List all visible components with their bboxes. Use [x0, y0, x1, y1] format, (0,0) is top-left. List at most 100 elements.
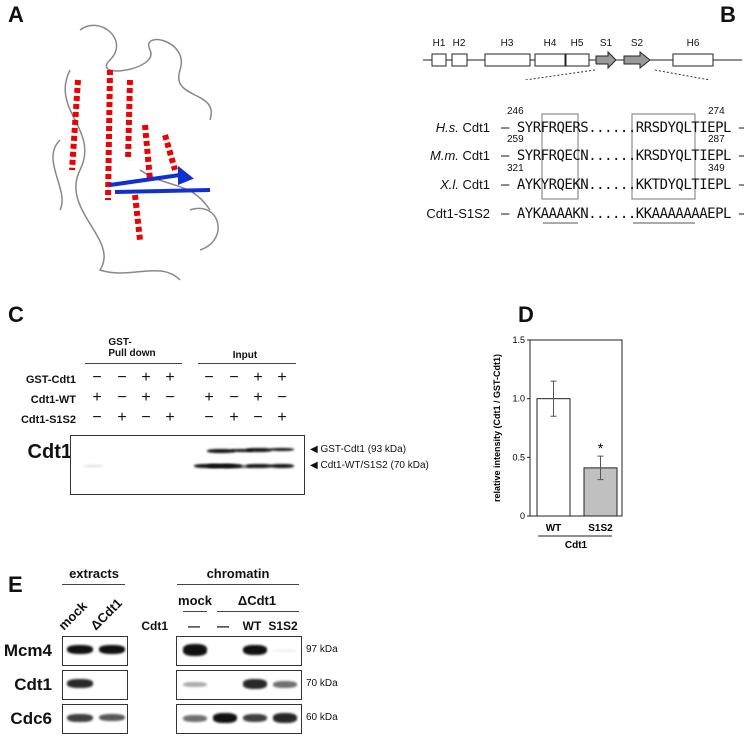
condition-mark: − [229, 369, 239, 386]
x-tick-label: WT [546, 523, 562, 534]
error-bar [550, 380, 557, 417]
chromatin-blot [176, 636, 302, 666]
condition-mark: + [165, 409, 175, 426]
x-axis-label: Cdt1 [565, 540, 588, 551]
start-residue: 246 [507, 106, 524, 117]
blot-row-label: Cdt1 [14, 675, 52, 694]
end-residue: 274 [708, 106, 725, 117]
condition-mark: − [92, 369, 102, 386]
end-residue: 287 [708, 134, 725, 145]
panel-label-a: A [8, 2, 24, 27]
panel-label-d: D [518, 302, 534, 327]
domain-label: H6 [686, 38, 700, 49]
condition-mark: + [229, 409, 239, 426]
species-label: H.s. Cdt1 [435, 120, 490, 135]
plot-frame [529, 339, 623, 517]
condition-mark: − [117, 389, 127, 406]
condition-mark: − [277, 389, 287, 406]
sequence: — AYKYRQEKN......KKTDYQLTIEPL — [501, 177, 744, 193]
addback-value: WT [242, 619, 262, 633]
sequence: — AYKAAAAKN......KKAAAAAAAEPL — [501, 206, 744, 222]
y-tick-label: 0 [520, 511, 525, 521]
start-residue: 259 [507, 134, 524, 145]
condition-mark: + [92, 389, 102, 406]
condition-mark: + [141, 389, 151, 406]
chromatin-title: chromatin [206, 566, 270, 581]
condition-mark: + [253, 389, 263, 406]
sequence: — SYRFRQECN......KRSDYQLTIEPL — [501, 148, 744, 164]
y-axis-label: relative intensity (Cdt1 / GST-Cdt1) [492, 354, 502, 502]
condition-mark: + [277, 369, 287, 386]
molecular-weight: 97 kDa [306, 644, 338, 655]
condition-mark: − [92, 409, 102, 426]
start-residue: 321 [507, 163, 524, 174]
bar-wt [536, 398, 571, 517]
group-label-pulldown: GST- Pull down [108, 337, 156, 359]
lane-label-mock: mock [55, 598, 91, 633]
condition-mark: − [253, 409, 263, 426]
bar-chart: 0 0.5 1.0 1.5 WT S1S2 * Cdt1 relative intensity … [492, 335, 623, 551]
error-bar [597, 455, 604, 481]
condition-label: GST-Cdt1 [25, 374, 76, 386]
group-depleted: ΔCdt1 [237, 593, 277, 608]
domain-label: H3 [500, 38, 514, 49]
condition-mark: + [141, 369, 151, 386]
addback-value: — [217, 619, 229, 633]
alignment-boxes [541, 113, 696, 224]
domain-label: S2 [630, 38, 644, 49]
condition-mark: − [117, 369, 127, 386]
panel-label-e: E [8, 572, 23, 597]
extracts-blot [62, 670, 128, 700]
molecular-weight: 60 kDa [306, 712, 338, 723]
panel-label-c: C [8, 302, 24, 327]
cdt1-addback-label: Cdt1 [141, 619, 168, 633]
domain-label: S1 [599, 38, 613, 49]
band-label-gst-cdt1: ◀ GST-Cdt1 (93 kDa) [310, 444, 407, 455]
domain-diagram [423, 50, 742, 80]
protein-structure-image [52, 24, 219, 281]
condition-mark: + [204, 389, 214, 406]
blot-row-label: Mcm4 [3, 641, 52, 660]
condition-mark: + [277, 409, 287, 426]
y-tick-label: 1.5 [512, 335, 525, 345]
significance-marker: * [598, 440, 604, 456]
group-mock: mock [178, 593, 212, 608]
sequence: — SYRFRQERS......RRSDYQLTIEPL — [501, 120, 744, 136]
condition-mark: − [229, 389, 239, 406]
band-label-cdt1: ◀ Cdt1-WT/S1S2 (70 kDa) [310, 460, 429, 471]
condition-label: Cdt1-WT [30, 394, 76, 406]
addback-value: S1S2 [268, 619, 298, 633]
molecular-weight: 70 kDa [306, 678, 338, 689]
chromatin-blot [176, 704, 302, 734]
condition-mark: − [141, 409, 151, 426]
end-residue: 349 [708, 163, 725, 174]
extracts-blot [62, 704, 128, 734]
blot-label-cdt1: Cdt1 [27, 441, 72, 463]
extracts-blot [62, 636, 128, 666]
y-tick-label: 1.0 [512, 394, 525, 404]
condition-label: Cdt1-S1S2 [20, 414, 76, 426]
condition-mark: − [204, 409, 214, 426]
lane-label-depleted: ΔCdt1 [87, 595, 126, 633]
domain-label: H2 [452, 38, 466, 49]
domain-label: H4 [543, 38, 557, 49]
group-label-input: Input [232, 350, 258, 361]
x-tick-label: S1S2 [588, 523, 613, 534]
condition-mark: − [165, 389, 175, 406]
species-label: M.m. Cdt1 [430, 148, 490, 163]
y-tick-label: 0.5 [512, 452, 525, 462]
blot-row-label: Cdc6 [10, 709, 52, 728]
condition-mark: + [165, 369, 175, 386]
domain-label: H1 [432, 38, 446, 49]
addback-value: — [188, 619, 200, 633]
condition-mark: + [253, 369, 263, 386]
extracts-title: extracts [69, 566, 119, 581]
condition-mark: − [204, 369, 214, 386]
species-label: X.l. Cdt1 [440, 177, 490, 192]
condition-mark: + [117, 409, 127, 426]
domain-label: H5 [570, 38, 584, 49]
input-bands [70, 435, 303, 493]
chromatin-blot [176, 670, 302, 700]
species-label: Cdt1-S1S2 [426, 206, 490, 221]
